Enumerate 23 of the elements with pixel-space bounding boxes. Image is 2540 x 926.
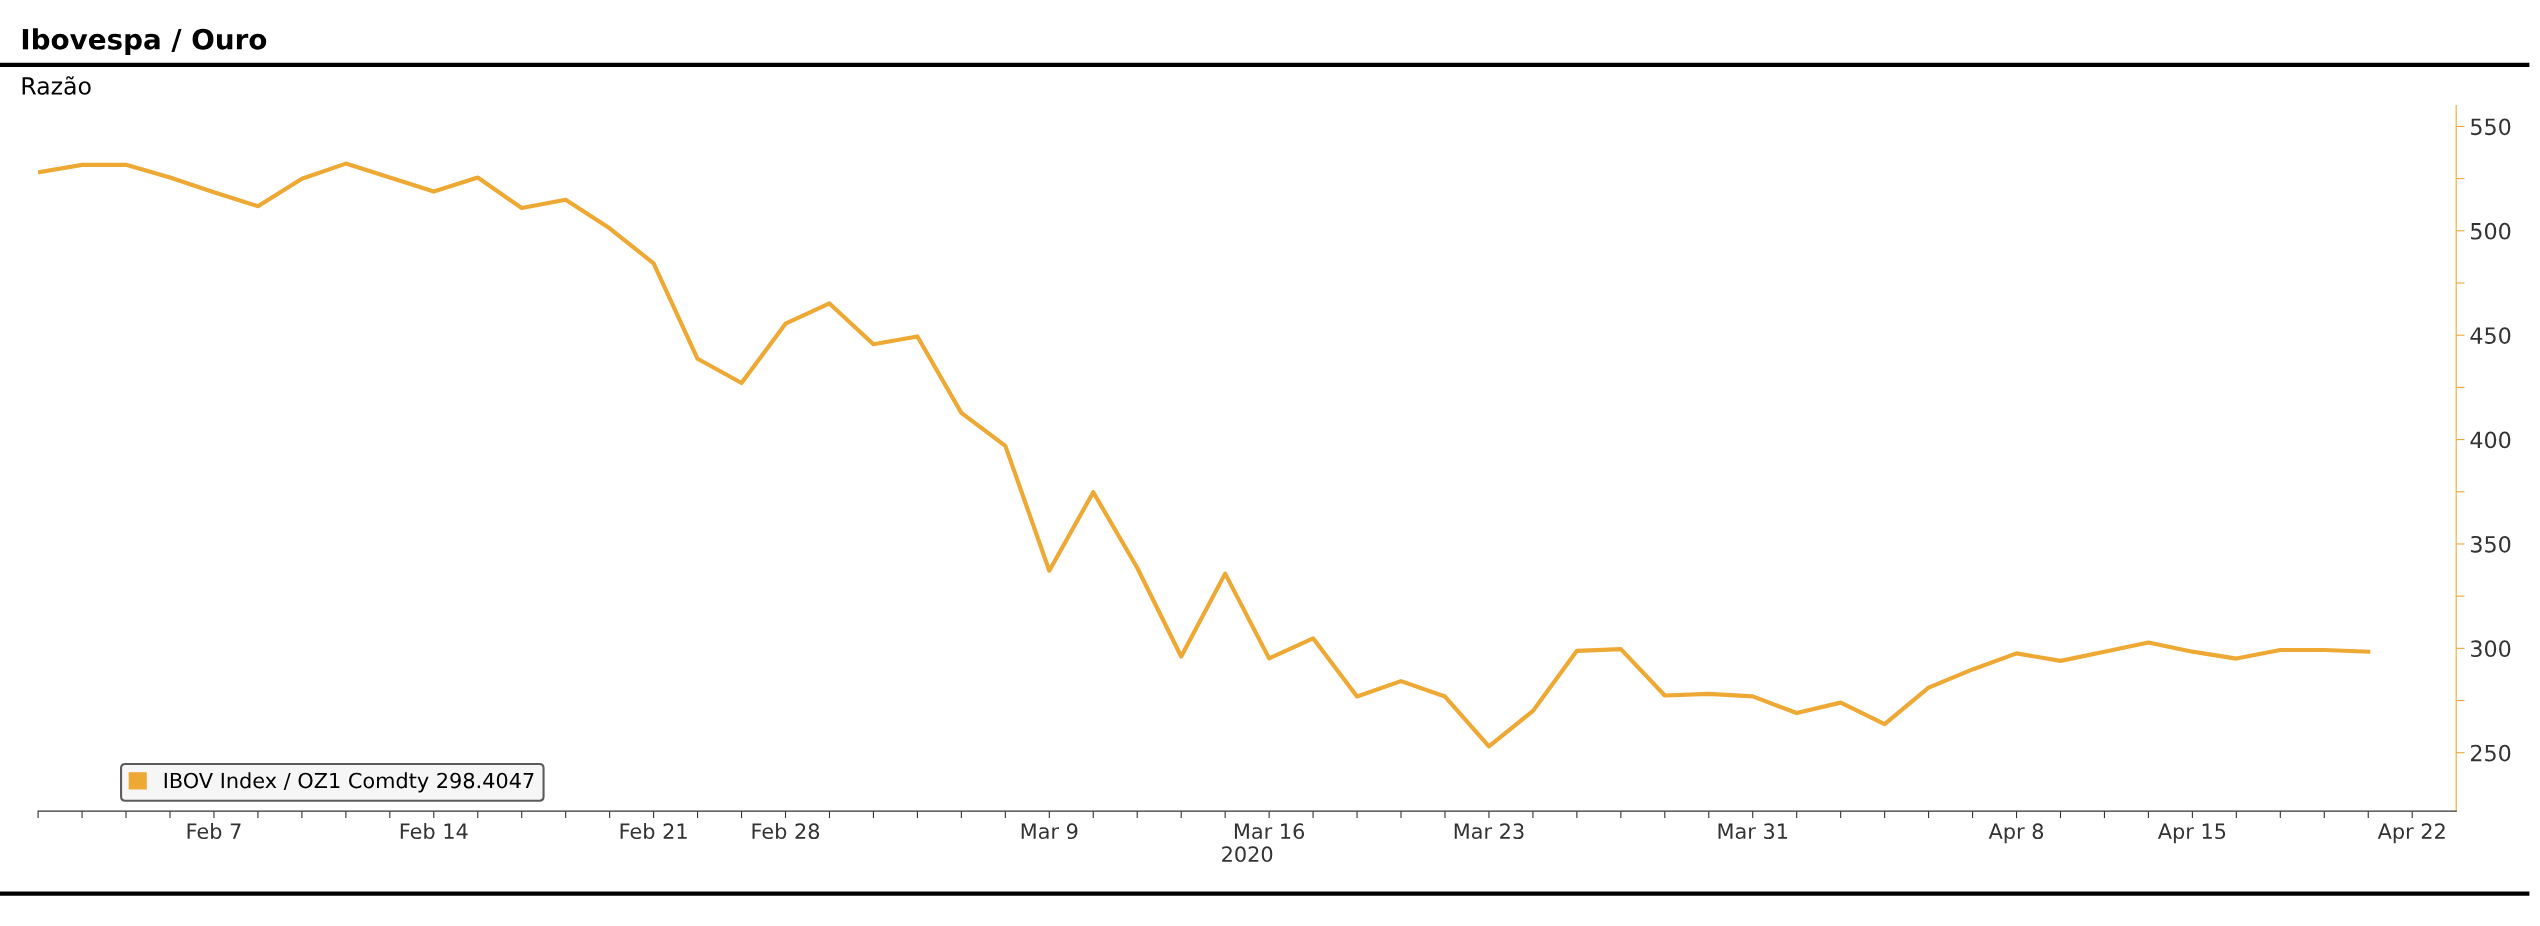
y-tick-label: 350 xyxy=(2471,535,2511,553)
chart-title: Ibovespa / Ouro xyxy=(22,28,267,56)
x-tick-label: Mar 16 xyxy=(1234,823,1305,840)
x-tick-label: Apr 22 xyxy=(2377,823,2445,844)
x-tick-label: Feb 14 xyxy=(400,822,468,840)
x-tick-label: Mar 31 xyxy=(1718,823,1788,840)
y-tick-label: 500 xyxy=(2471,222,2511,240)
y-tick-label: 450 xyxy=(2470,327,2511,344)
x-tick-label: Mar 23 xyxy=(1454,823,1524,840)
x-tick-label: Mar 9 xyxy=(1021,823,1078,840)
chart-subtitle: Razão xyxy=(22,76,91,95)
x-tick-label: Apr 8 xyxy=(1988,823,2044,844)
line-series xyxy=(38,161,2371,749)
x-axis-title: 2020 xyxy=(1222,846,1273,863)
y-tick-label: 550 xyxy=(2471,118,2511,136)
x-tick-label: Feb 21 xyxy=(620,822,687,840)
x-tick-label: Apr 15 xyxy=(2157,823,2226,844)
y-tick-label: 400 xyxy=(2470,431,2511,449)
y-tick-label: 300 xyxy=(2471,640,2511,658)
x-tick-label: Feb 28 xyxy=(752,822,820,840)
y-tick-label: 250 xyxy=(2471,744,2511,762)
x-tick-label: Feb 7 xyxy=(187,822,241,840)
legend-label: IBOV Index / OZ1 Comdty 298.4047 xyxy=(164,772,534,793)
